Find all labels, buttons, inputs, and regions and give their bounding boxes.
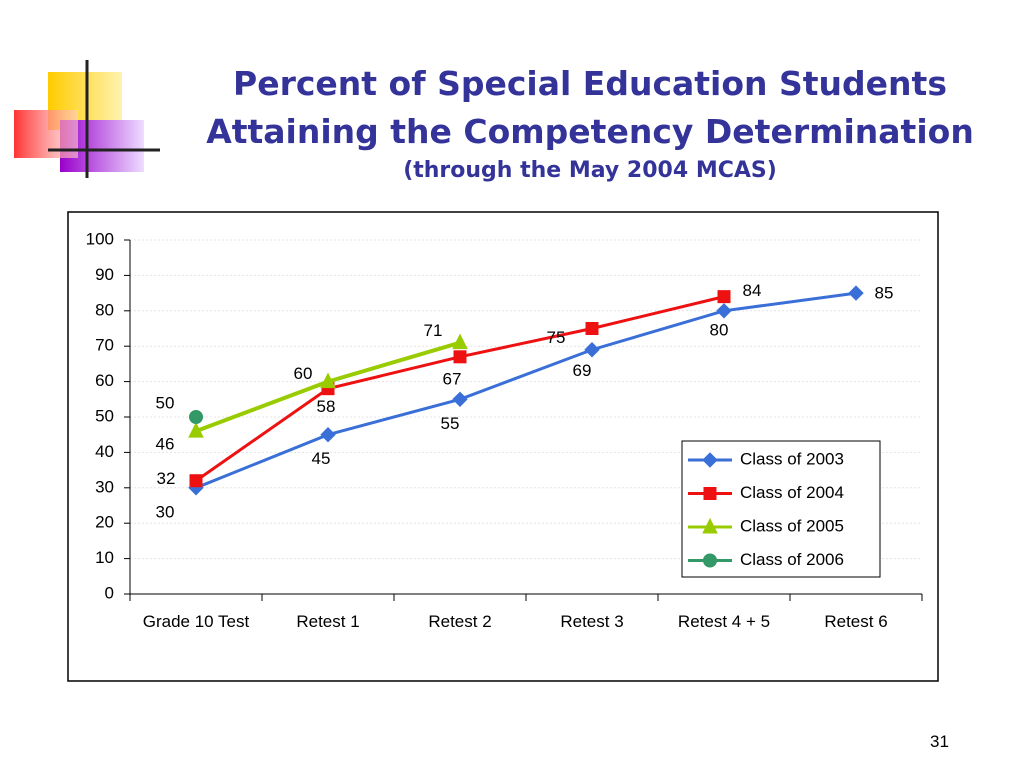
data-point — [453, 350, 467, 364]
legend-marker — [702, 452, 718, 468]
y-tick-label: 100 — [86, 229, 114, 248]
data-point — [848, 285, 864, 301]
x-tick-label: Retest 3 — [560, 612, 624, 631]
data-point — [584, 342, 600, 358]
subtitle: (through the May 2004 MCAS) — [403, 158, 777, 183]
x-tick-label: Retest 4 + 5 — [677, 612, 771, 631]
data-label: 84 — [743, 281, 762, 300]
title-line-2: Attaining the Competency Determination — [206, 112, 974, 151]
legend-label: Class of 2005 — [740, 516, 844, 535]
series-line — [195, 295, 725, 482]
data-label: 32 — [157, 469, 176, 488]
x-tick-label: Retest 2 — [428, 612, 492, 631]
data-label: 60 — [294, 364, 313, 383]
data-label: 45 — [312, 449, 331, 468]
data-label: 67 — [443, 369, 462, 388]
series-line — [195, 291, 857, 490]
data-label: 50 — [156, 393, 175, 412]
x-tick-label: Retest 6 — [824, 612, 888, 631]
data-label: 30 — [156, 502, 175, 521]
data-point — [189, 410, 203, 424]
data-label: 85 — [875, 284, 894, 303]
legend-marker — [703, 487, 717, 500]
y-tick-label: 30 — [95, 477, 114, 496]
legend-label: Class of 2006 — [740, 550, 844, 569]
data-point — [320, 426, 336, 443]
data-label: 58 — [317, 397, 336, 416]
data-point — [188, 422, 204, 438]
y-tick-label: 60 — [95, 371, 114, 390]
data-point — [452, 391, 468, 408]
x-tick-label: Retest 1 — [296, 612, 360, 631]
legend-marker — [702, 517, 718, 534]
data-point — [585, 322, 599, 335]
data-point — [717, 290, 731, 304]
data-point — [320, 372, 336, 389]
legend-box — [681, 440, 881, 578]
data-label: 75 — [547, 328, 566, 347]
legend-label: Class of 2004 — [740, 483, 844, 502]
y-tick-label: 80 — [95, 300, 114, 319]
data-label: 69 — [573, 361, 592, 380]
data-point — [716, 303, 732, 319]
title: Percent of Special Education Students — [233, 64, 947, 103]
data-point — [321, 382, 335, 396]
page-number: 31 — [930, 732, 949, 751]
y-tick-label: 20 — [95, 513, 114, 532]
x-tick-label: Grade 10 Test — [142, 612, 250, 631]
data-label: 71 — [424, 321, 443, 340]
data-label: 55 — [441, 414, 460, 433]
series-line — [195, 340, 461, 434]
data-label: 80 — [710, 320, 729, 339]
logo — [14, 60, 160, 178]
legend-marker — [703, 553, 717, 568]
y-tick-label: 70 — [95, 336, 114, 355]
y-tick-label: 50 — [95, 406, 114, 425]
data-label: 46 — [156, 435, 175, 454]
y-tick-label: 40 — [95, 442, 114, 461]
data-point — [452, 333, 468, 350]
y-tick-label: 90 — [95, 265, 114, 284]
y-tick-label: 10 — [95, 548, 114, 567]
legend-label: Class of 2003 — [740, 449, 844, 468]
y-tick-label: 0 — [105, 583, 114, 602]
data-point — [188, 480, 204, 496]
data-point — [189, 474, 203, 488]
